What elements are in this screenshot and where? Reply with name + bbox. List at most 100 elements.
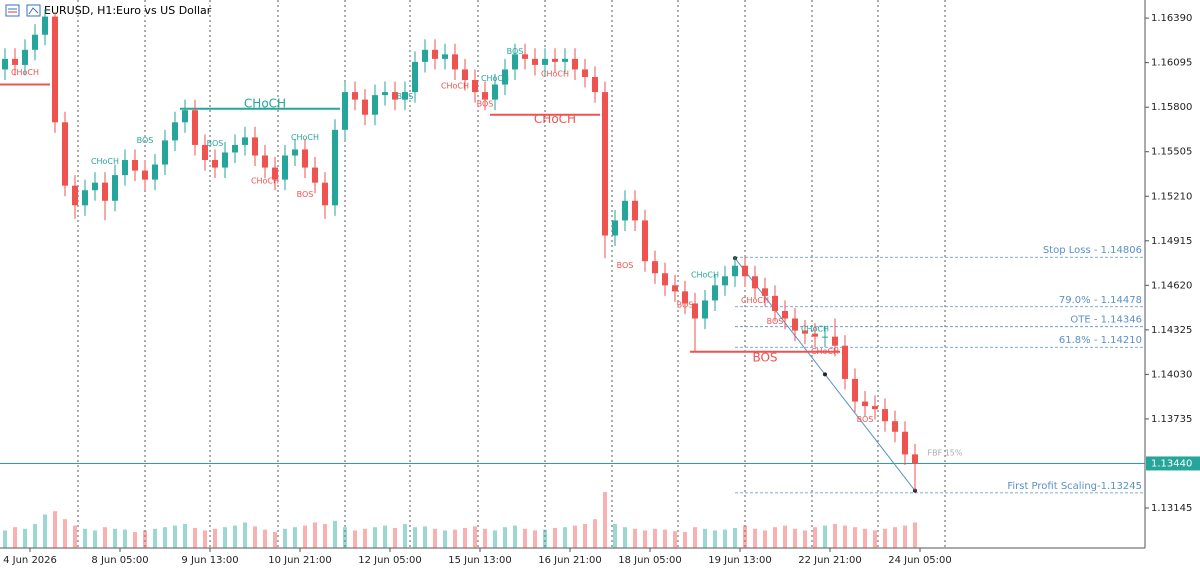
candle-body: [182, 110, 188, 123]
candle-body: [832, 336, 838, 346]
candle-body: [212, 160, 218, 168]
volume-bar: [483, 528, 487, 548]
candle-body: [122, 160, 128, 176]
candle-body: [782, 310, 788, 319]
structure-label: CHoCH: [741, 296, 769, 305]
volume-bar: [303, 525, 307, 548]
candle-body: [682, 291, 688, 304]
volume-bar: [843, 525, 847, 548]
candle-body: [92, 182, 98, 191]
volume-bar: [383, 525, 387, 548]
structure-label: BOS: [137, 136, 154, 145]
volume-bar: [663, 529, 667, 548]
x-tick-label: 8 Jun 05:00: [91, 555, 148, 566]
volume-bar: [193, 528, 197, 548]
structure-label: CHoCH: [691, 270, 719, 279]
structure-label: BOS: [677, 300, 694, 309]
volume-bar: [423, 526, 427, 548]
candle-body: [342, 92, 348, 130]
structure-label: CHoCH: [244, 97, 286, 111]
structure-label: BOS: [297, 190, 314, 199]
x-tick-label: 15 Jun 13:00: [448, 555, 512, 566]
candle-body: [732, 265, 738, 277]
y-tick-label: 1.14325: [1151, 325, 1192, 336]
volume-bar: [53, 511, 57, 548]
volume-bar: [723, 529, 727, 548]
volume-bar: [863, 528, 867, 548]
trend-point: [823, 372, 827, 377]
volume-bar: [453, 529, 457, 548]
y-tick-label: 1.14030: [1151, 369, 1192, 380]
candle-body: [332, 129, 338, 206]
structure-label: CHoCH: [534, 112, 576, 126]
structure-label: BOS: [857, 415, 874, 424]
volume-bar: [583, 524, 587, 548]
volume-bar: [73, 525, 77, 548]
candle-body: [822, 336, 828, 338]
structure-label: BOS: [477, 100, 494, 109]
volume-bar: [793, 528, 797, 548]
candle-body: [702, 300, 708, 319]
current-price-label: 1.13440: [1151, 458, 1192, 469]
candle-body: [162, 140, 168, 165]
candle-body: [172, 122, 178, 141]
volume-bar: [123, 529, 127, 548]
y-tick-label: 1.16390: [1151, 13, 1192, 24]
x-tick-label: 9 Jun 13:00: [181, 555, 238, 566]
volume-bar: [373, 527, 377, 548]
volume-bar: [493, 530, 497, 548]
candle-body: [412, 61, 418, 93]
volume-bar: [623, 527, 627, 548]
volume-bar: [753, 528, 757, 548]
volume-bar: [823, 525, 827, 548]
candle-body: [432, 49, 438, 59]
volume-bar: [443, 530, 447, 548]
candle-body: [842, 345, 848, 379]
candle-body: [862, 401, 868, 407]
candle-body: [242, 137, 248, 145]
candle-body: [192, 110, 198, 145]
candle-body: [442, 54, 448, 59]
candle-body: [712, 285, 718, 301]
candle-body: [252, 137, 258, 156]
candle-body: [482, 92, 488, 100]
fib-level-label: 79.0% - 1.14478: [1059, 295, 1142, 306]
volume-bar: [893, 527, 897, 548]
x-tick-label: 10 Jun 21:00: [268, 555, 332, 566]
candle-body: [632, 200, 638, 221]
structure-label: FBF 15%: [927, 448, 962, 457]
candle-body: [142, 170, 148, 180]
icon: [26, 4, 41, 17]
volume-bar: [463, 528, 467, 548]
candle-body: [742, 265, 748, 277]
candle-body: [572, 58, 578, 70]
candle-body: [112, 175, 118, 201]
volume-bar: [293, 527, 297, 548]
y-tick-label: 1.14620: [1151, 280, 1192, 291]
volume-bar: [323, 524, 327, 548]
candle-body: [32, 34, 38, 50]
volume-bar: [773, 527, 777, 548]
volume-bar: [3, 530, 7, 548]
x-tick-label: 22 Jun 21:00: [798, 555, 862, 566]
structure-label: CHoCH: [441, 82, 469, 91]
volume-bar: [253, 526, 257, 548]
candle-body: [362, 99, 368, 115]
y-tick-label: 1.15505: [1151, 147, 1192, 158]
candle-body: [892, 421, 898, 432]
candle-body: [602, 92, 608, 236]
candle-body: [812, 333, 818, 337]
symbol-description: Euro vs US Dollar: [116, 4, 212, 17]
candle-body: [262, 155, 268, 168]
toolbar-icons: [5, 4, 41, 17]
candle-body: [232, 144, 238, 153]
candle-body: [472, 80, 478, 93]
volume-bar: [153, 528, 157, 548]
volume-bar: [13, 527, 17, 548]
fib-level-label: Stop Loss - 1.14806: [1043, 245, 1142, 256]
volume-bar: [63, 519, 67, 548]
candle-body: [672, 285, 678, 292]
structure-label: BOS: [617, 261, 634, 270]
structure-label: CHoCH: [801, 325, 829, 334]
candle-body: [282, 155, 288, 180]
